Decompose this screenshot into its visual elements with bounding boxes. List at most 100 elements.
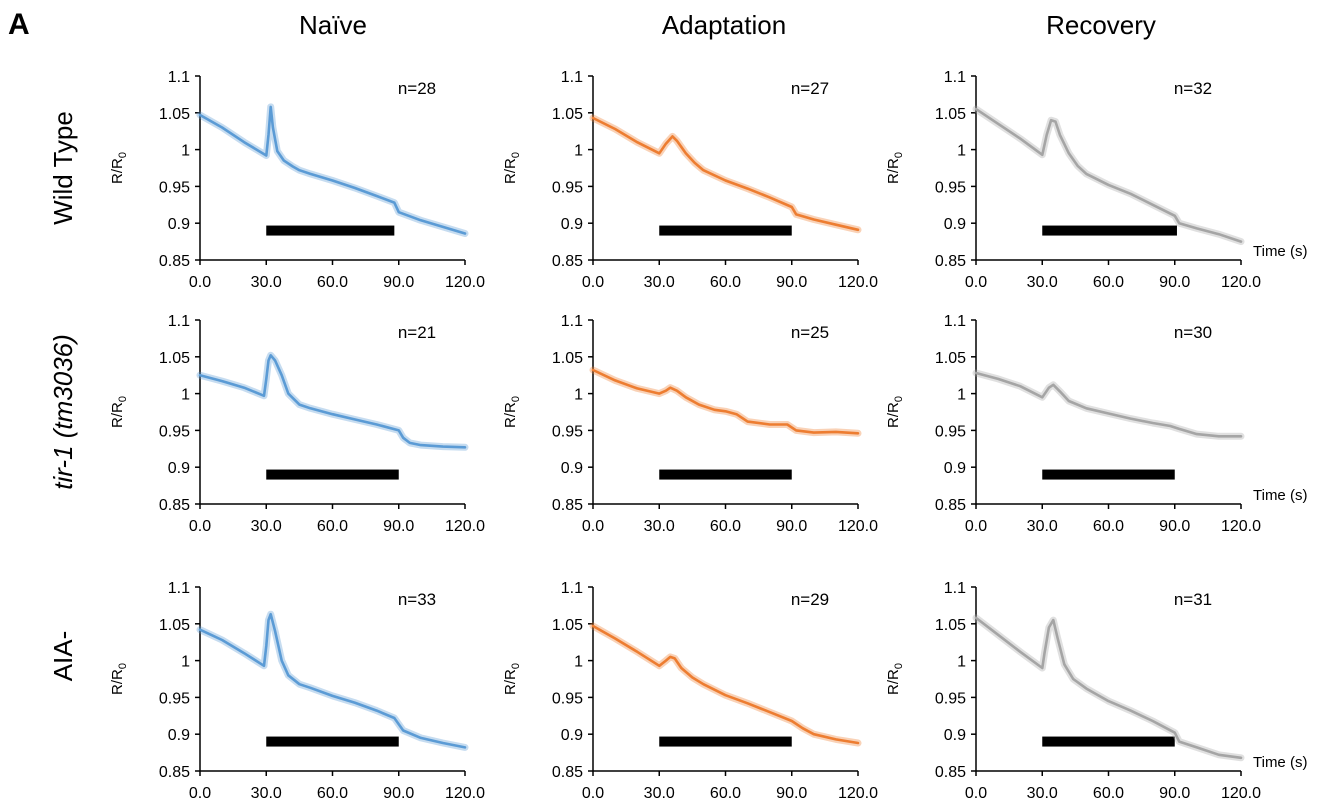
row-label-wild-type: Wild Type bbox=[48, 111, 78, 225]
x-tick-label: 120.0 bbox=[838, 785, 878, 799]
y-tick-label: 0.9 bbox=[168, 727, 190, 744]
stimulus-bar bbox=[1042, 469, 1175, 480]
subplot: 0.85 0.9 0.95 1 1.05 1.1 0.0 30.0 60.0 90.0 120.0 R… bbox=[109, 69, 485, 291]
y-axis-label-base: R/R bbox=[502, 158, 519, 184]
sample-size-label: n=25 bbox=[791, 323, 829, 342]
x-tick-label: 30.0 bbox=[644, 785, 675, 799]
y-axis-label-base: R/R bbox=[109, 158, 126, 184]
subplot: 0.85 0.9 0.95 1 1.05 1.1 0.0 30.0 60.0 90.0 120.0 R… bbox=[109, 580, 485, 799]
sample-size-label: n=30 bbox=[1174, 323, 1212, 342]
y-tick-label: 0.95 bbox=[159, 179, 190, 196]
y-axis-label-subscript: 0 bbox=[117, 152, 129, 158]
subplot: 0.85 0.9 0.95 1 1.05 1.1 0.0 30.0 60.0 90.0 120.0 R… bbox=[109, 313, 485, 535]
x-tick-label: 120.0 bbox=[445, 274, 485, 291]
x-tick-label: 120.0 bbox=[1221, 785, 1261, 799]
y-tick-label: 0.85 bbox=[552, 764, 583, 781]
y-tick-label: 1.05 bbox=[935, 617, 966, 634]
sample-size-label: n=28 bbox=[398, 79, 436, 98]
y-axis-label-base: R/R bbox=[885, 158, 902, 184]
y-tick-label: 1 bbox=[957, 387, 966, 404]
x-tick-label: 30.0 bbox=[251, 785, 282, 799]
y-tick-label: 1 bbox=[957, 143, 966, 160]
y-tick-label: 1.05 bbox=[552, 106, 583, 123]
y-tick-label: 1.05 bbox=[935, 350, 966, 367]
x-tick-label: 60.0 bbox=[317, 518, 348, 535]
y-tick-label: 1.05 bbox=[552, 617, 583, 634]
series-line bbox=[198, 353, 467, 449]
y-tick-label: 1 bbox=[574, 143, 583, 160]
subplot: 0.85 0.9 0.95 1 1.05 1.1 0.0 30.0 60.0 90.0 120.0 R… bbox=[885, 69, 1307, 291]
series-line bbox=[974, 616, 1243, 760]
y-axis-label: R/R0 bbox=[885, 663, 905, 695]
y-tick-label: 0.9 bbox=[944, 460, 966, 477]
x-tick-label: 0.0 bbox=[965, 785, 987, 799]
series-sem-band bbox=[589, 366, 862, 437]
x-tick-label: 0.0 bbox=[189, 518, 211, 535]
x-axis-label: Time (s) bbox=[1253, 487, 1307, 504]
x-tick-label: 120.0 bbox=[1221, 518, 1261, 535]
y-tick-label: 1 bbox=[574, 387, 583, 404]
y-axis-label: R/R0 bbox=[502, 396, 522, 428]
y-axis-label: R/R0 bbox=[502, 152, 522, 184]
row-label-aia: AIA- bbox=[48, 631, 78, 682]
series-line bbox=[591, 624, 860, 745]
y-tick-label: 0.95 bbox=[159, 690, 190, 707]
x-tick-label: 60.0 bbox=[1093, 785, 1124, 799]
subplot: 0.85 0.9 0.95 1 1.05 1.1 0.0 30.0 60.0 90.0 120.0 R… bbox=[502, 580, 878, 799]
series-line bbox=[591, 368, 860, 435]
y-tick-label: 1.1 bbox=[944, 313, 966, 330]
x-tick-label: 30.0 bbox=[644, 274, 675, 291]
y-tick-label: 0.9 bbox=[561, 727, 583, 744]
y-tick-label: 1.1 bbox=[168, 580, 190, 597]
series-sem-band bbox=[196, 351, 469, 451]
x-tick-label: 60.0 bbox=[710, 518, 741, 535]
y-tick-label: 0.9 bbox=[561, 216, 583, 233]
y-tick-label: 1.1 bbox=[168, 313, 190, 330]
subplot: 0.85 0.9 0.95 1 1.05 1.1 0.0 30.0 60.0 90.0 120.0 R… bbox=[885, 313, 1307, 535]
x-tick-label: 90.0 bbox=[776, 785, 807, 799]
y-axis-label: R/R0 bbox=[885, 396, 905, 428]
y-tick-label: 1 bbox=[181, 387, 190, 404]
y-tick-label: 0.95 bbox=[552, 423, 583, 440]
y-tick-label: 1 bbox=[181, 654, 190, 671]
x-tick-label: 90.0 bbox=[1159, 274, 1190, 291]
y-axis-label: R/R0 bbox=[109, 152, 129, 184]
x-tick-label: 60.0 bbox=[1093, 518, 1124, 535]
y-tick-label: 1.1 bbox=[561, 69, 583, 86]
subplot: 0.85 0.9 0.95 1 1.05 1.1 0.0 30.0 60.0 90.0 120.0 R… bbox=[502, 313, 878, 535]
x-tick-label: 90.0 bbox=[383, 785, 414, 799]
series-sem-band bbox=[196, 610, 469, 751]
x-tick-label: 0.0 bbox=[582, 274, 604, 291]
y-tick-label: 1 bbox=[574, 654, 583, 671]
y-tick-label: 0.85 bbox=[552, 253, 583, 270]
x-tick-label: 120.0 bbox=[445, 785, 485, 799]
y-tick-label: 1 bbox=[957, 654, 966, 671]
x-tick-label: 120.0 bbox=[838, 518, 878, 535]
x-axis-label: Time (s) bbox=[1253, 754, 1307, 771]
y-tick-label: 0.9 bbox=[168, 460, 190, 477]
x-tick-label: 120.0 bbox=[1221, 274, 1261, 291]
y-axis-label: R/R0 bbox=[109, 396, 129, 428]
y-tick-label: 0.85 bbox=[552, 497, 583, 514]
sample-size-label: n=27 bbox=[791, 79, 829, 98]
series-line bbox=[591, 116, 860, 232]
y-tick-label: 0.85 bbox=[159, 253, 190, 270]
y-tick-label: 1.1 bbox=[944, 69, 966, 86]
y-axis-label: R/R0 bbox=[502, 663, 522, 695]
sample-size-label: n=29 bbox=[791, 590, 829, 609]
stimulus-bar bbox=[266, 225, 395, 236]
y-axis-label-subscript: 0 bbox=[510, 152, 522, 158]
sample-size-label: n=21 bbox=[398, 323, 436, 342]
y-tick-label: 0.9 bbox=[944, 216, 966, 233]
x-tick-label: 30.0 bbox=[1027, 274, 1058, 291]
stimulus-bar bbox=[659, 225, 792, 236]
x-tick-label: 60.0 bbox=[1093, 274, 1124, 291]
series-sem-band bbox=[972, 105, 1245, 246]
y-tick-label: 0.9 bbox=[561, 460, 583, 477]
stimulus-bar bbox=[1042, 736, 1175, 747]
column-title-recovery: Recovery bbox=[1046, 10, 1156, 40]
column-title-adaptation: Adaptation bbox=[662, 10, 786, 40]
y-axis-label-subscript: 0 bbox=[893, 663, 905, 669]
stimulus-bar bbox=[266, 469, 399, 480]
